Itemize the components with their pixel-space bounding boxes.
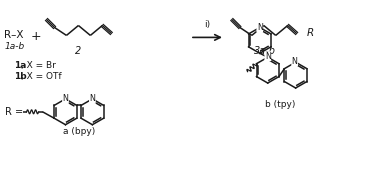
Text: 1a: 1a <box>14 61 26 70</box>
Text: i): i) <box>204 20 210 29</box>
Text: b (tpy): b (tpy) <box>265 100 295 109</box>
Text: 1b: 1b <box>14 72 26 81</box>
Text: N: N <box>63 94 68 103</box>
Text: N: N <box>265 52 271 61</box>
Text: +: + <box>30 30 41 43</box>
Text: 1a-b: 1a-b <box>5 42 25 51</box>
Text: a (bpy): a (bpy) <box>63 127 95 136</box>
Text: N: N <box>257 23 263 32</box>
Text: N: N <box>292 57 298 66</box>
Text: 3a-b: 3a-b <box>254 46 276 56</box>
Text: 2: 2 <box>75 46 82 56</box>
Text: R–X: R–X <box>4 30 23 40</box>
Text: N: N <box>90 94 95 103</box>
Text: , X = Br: , X = Br <box>21 61 56 70</box>
Text: R =: R = <box>5 107 26 117</box>
Text: R: R <box>307 28 314 38</box>
Text: , X = OTf: , X = OTf <box>21 72 61 81</box>
